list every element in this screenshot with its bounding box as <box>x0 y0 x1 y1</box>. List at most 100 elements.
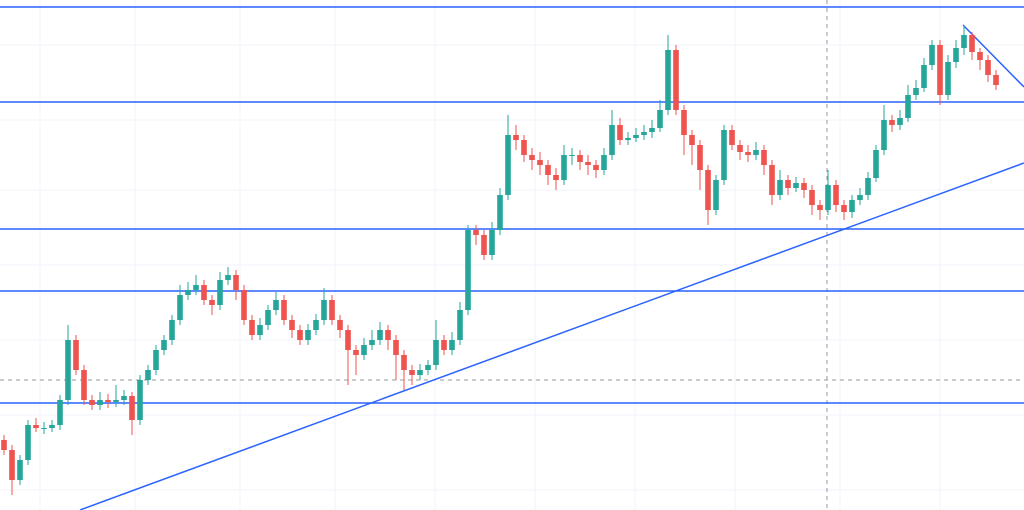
candle-body <box>377 330 383 340</box>
candle-body <box>753 150 759 155</box>
candle-body <box>761 150 767 165</box>
candle-body <box>481 235 487 255</box>
candle-body <box>393 340 399 355</box>
candle-body <box>889 120 895 125</box>
candle-body <box>713 180 719 210</box>
candle-body <box>65 340 71 400</box>
candle-body <box>265 310 271 325</box>
candle-body <box>793 183 799 188</box>
candle-body <box>841 205 847 212</box>
candle-body <box>369 340 375 345</box>
candle-body <box>97 400 103 405</box>
candle-body <box>705 170 711 210</box>
candle-body <box>849 200 855 212</box>
candle-body <box>89 400 95 405</box>
candle-body <box>313 320 319 330</box>
candle-body <box>193 285 199 290</box>
candle-body <box>897 118 903 125</box>
candle-body <box>689 135 695 145</box>
candle-body <box>961 35 967 48</box>
candle-body <box>409 370 415 375</box>
candle-body <box>881 120 887 150</box>
candle-body <box>33 425 39 428</box>
candle-body <box>513 135 519 140</box>
candle-body <box>929 45 935 65</box>
candle-body <box>9 450 15 480</box>
candle-body <box>665 50 671 110</box>
candle-body <box>977 52 983 60</box>
candle-body <box>129 396 135 420</box>
candle-body <box>17 460 23 480</box>
candle-body <box>137 380 143 420</box>
trend-line <box>79 162 1024 510</box>
candle-body <box>697 145 703 170</box>
candle-body <box>57 400 63 425</box>
candle-body <box>249 320 255 335</box>
candle-body <box>41 428 47 429</box>
candle-body <box>641 132 647 135</box>
candle-body <box>953 48 959 62</box>
candle-body <box>569 155 575 156</box>
candle-body <box>281 300 287 320</box>
candle-body <box>769 165 775 195</box>
candle-body <box>745 152 751 155</box>
candle-body <box>449 340 455 350</box>
candle-body <box>521 140 527 155</box>
candle-body <box>497 195 503 230</box>
candle-body <box>825 185 831 210</box>
candle-body <box>545 165 551 175</box>
candle-body <box>273 300 279 310</box>
candle-body <box>353 350 359 355</box>
candle-body <box>153 350 159 370</box>
candle-body <box>241 290 247 320</box>
candle-body <box>329 300 335 320</box>
candle-body <box>937 45 943 95</box>
candle-body <box>633 135 639 138</box>
candle-body <box>865 178 871 195</box>
candle-body <box>473 230 479 235</box>
candle-body <box>649 128 655 132</box>
candle-body <box>817 205 823 210</box>
candle-body <box>73 340 79 370</box>
candle-body <box>417 370 423 375</box>
candle-body <box>609 125 615 155</box>
candle-body <box>185 290 191 295</box>
candle-body <box>401 355 407 370</box>
candle-body <box>625 138 631 140</box>
candle-body <box>801 183 807 190</box>
candle-body <box>385 330 391 340</box>
candle-body <box>577 155 583 162</box>
candle-body <box>201 285 207 300</box>
candle-body <box>777 180 783 195</box>
candle-body <box>905 95 911 118</box>
candle-body <box>121 396 127 400</box>
candle-body <box>233 275 239 290</box>
candle-body <box>985 60 991 75</box>
candle-body <box>529 155 535 160</box>
candle-body <box>993 75 999 85</box>
candle-body <box>225 275 231 280</box>
candle-body <box>1 440 7 450</box>
candle-body <box>337 320 343 330</box>
candle-body <box>289 320 295 330</box>
candle-body <box>593 165 599 170</box>
candle-body <box>921 65 927 88</box>
candle-body <box>425 365 431 370</box>
candle-body <box>105 400 111 402</box>
candle-body <box>969 35 975 52</box>
candle-body <box>537 160 543 165</box>
candle-body <box>873 150 879 178</box>
candle-body <box>321 300 327 320</box>
candle-body <box>457 310 463 340</box>
candle-body <box>25 425 31 460</box>
candle-body <box>49 425 55 428</box>
candle-body <box>601 155 607 170</box>
candle-body <box>169 320 175 340</box>
candle-body <box>209 300 215 305</box>
candle-body <box>505 135 511 195</box>
candle-body <box>833 185 839 205</box>
candle-body <box>657 110 663 128</box>
candle-body <box>81 370 87 400</box>
